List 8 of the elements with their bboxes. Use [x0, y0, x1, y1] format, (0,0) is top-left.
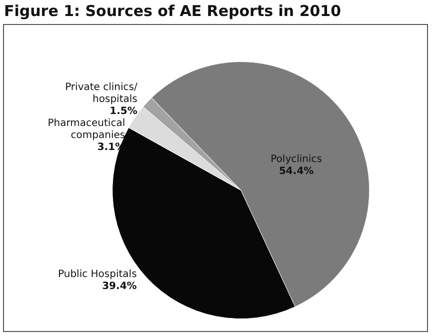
slice-label: Public Hospitals [58, 268, 137, 280]
data-label: 1.5% [110, 106, 138, 117]
slice-label: Private clinics/ hospitals [65, 82, 138, 105]
data-label: 39.4% [102, 280, 137, 292]
slice-label: Pharmaceutical companies [48, 118, 126, 141]
slice-label: Polyclinics [270, 154, 322, 165]
data-label: 54.4% [278, 166, 314, 177]
chart-title: Figure 1: Sources of AE Reports in 2010 [4, 2, 342, 20]
